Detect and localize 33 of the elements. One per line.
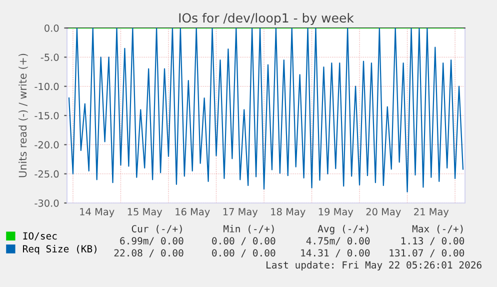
y-tick-label: 0.0 xyxy=(44,24,59,32)
x-tick-label: 16 May xyxy=(176,208,210,218)
text: 22.08 / 0.00 xyxy=(114,249,184,258)
x-tick-label: 19 May xyxy=(318,208,354,218)
text: 14.31 / 0.00 xyxy=(301,249,370,258)
y-tick-label: -5.0 xyxy=(40,54,59,61)
text: 4.75m/ 0.00 xyxy=(306,237,370,246)
x-tick-label: 17 May xyxy=(223,208,258,218)
chart-title: IOs for /dev/loop1 - by week xyxy=(179,12,354,26)
y-tick-label: -10.0 xyxy=(34,82,59,90)
text: 6.99m/ 0.00 xyxy=(120,237,184,246)
text: Cur (-/+) xyxy=(132,224,182,234)
y-tick-label: -25.0 xyxy=(34,170,59,178)
text: 0.00 / 0.00 xyxy=(212,237,276,246)
text: 131.07 / 0.00 xyxy=(390,249,464,258)
x-tick-label: 15 May xyxy=(128,208,162,218)
y-tick-label: -15.0 xyxy=(34,112,59,120)
text: 0.00 / 0.00 xyxy=(212,249,276,258)
text: Min (-/+) xyxy=(224,224,274,234)
text: Last update: Fri May 22 05:26:01 2026 xyxy=(266,261,482,270)
x-tick-label: 14 May xyxy=(80,208,114,218)
y-tick-label: -20.0 xyxy=(34,141,59,148)
y-axis-title: Units read (-) / write (+) xyxy=(18,54,28,178)
text: Avg (-/+) xyxy=(318,224,368,234)
x-tick-label: 18 May xyxy=(271,208,306,218)
y-tick-label: -30.0 xyxy=(34,199,59,207)
line-series xyxy=(68,28,464,192)
x-tick-label: 21 May xyxy=(414,208,449,218)
legend-label: IO/sec xyxy=(23,232,57,240)
text: 1.13 / 0.00 xyxy=(401,237,464,246)
legend-label: Req Size (KB) xyxy=(23,244,96,254)
x-tick-label: 20 May xyxy=(366,208,401,218)
text: Max (-/+) xyxy=(412,224,463,234)
